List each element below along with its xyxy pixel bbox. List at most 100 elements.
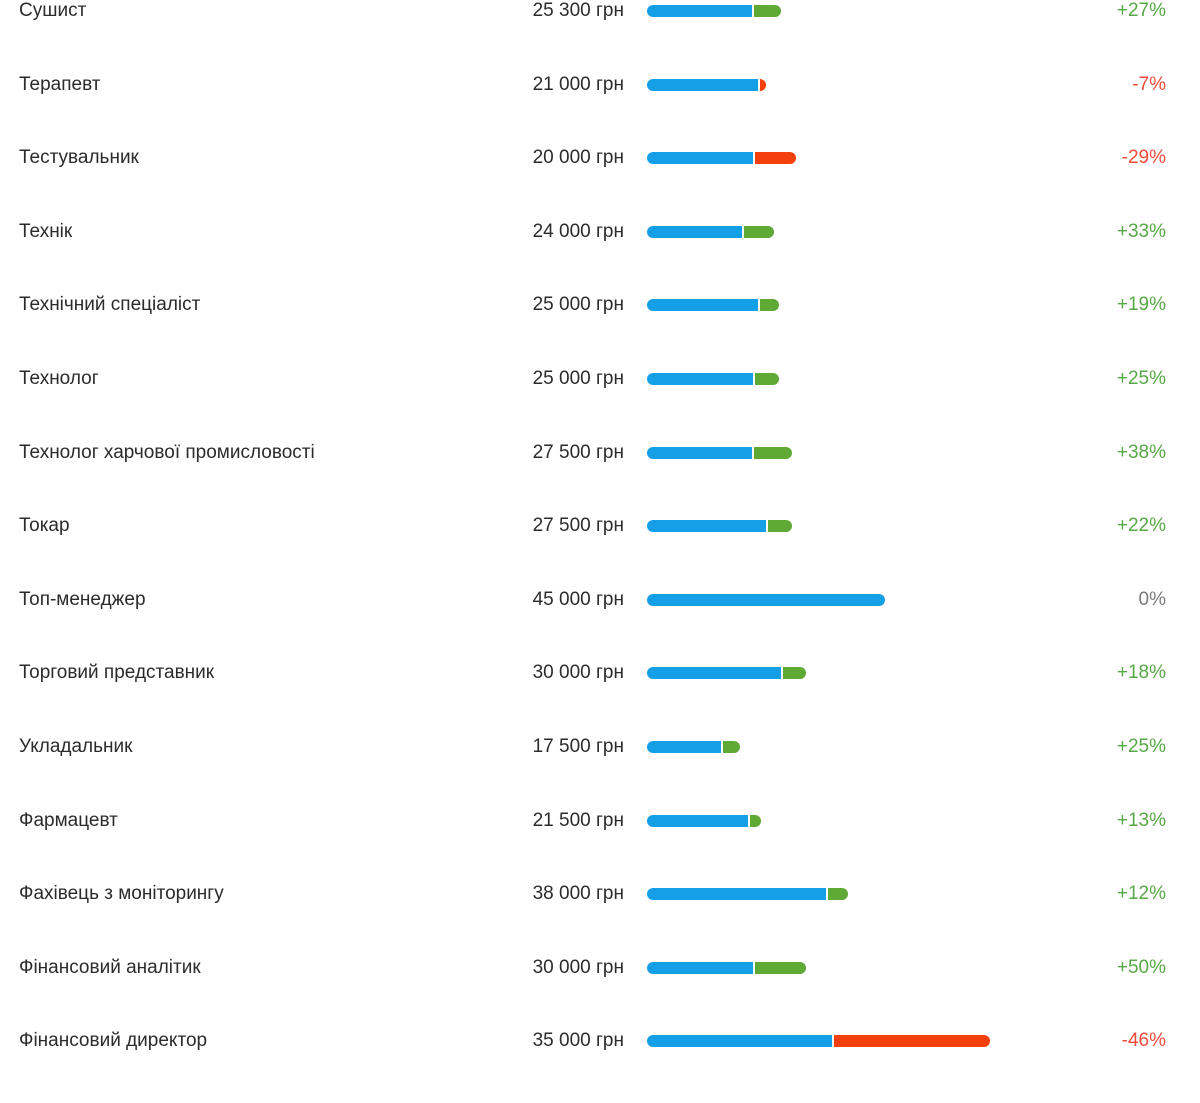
salary-bar-decrease <box>832 1035 990 1048</box>
change-percent: +18% <box>1116 662 1166 684</box>
salary-bar-current <box>647 667 782 680</box>
salary-bar-current <box>647 1035 833 1048</box>
salary-bar-increase <box>781 667 806 680</box>
profession-title[interactable]: Фінансовий аналітик <box>19 956 201 978</box>
salary-value: 25 000 грн <box>532 294 624 316</box>
change-percent: +38% <box>1116 441 1166 463</box>
profession-title[interactable]: Технічний спеціаліст <box>19 294 201 316</box>
salary-bar-current <box>647 152 753 165</box>
profession-title[interactable]: Фахівець з моніторингу <box>19 883 224 905</box>
salary-bar <box>647 373 780 385</box>
salary-bar <box>647 520 793 533</box>
salary-bar-increase <box>758 299 780 312</box>
salary-value: 38 000 грн <box>532 883 624 905</box>
salary-bar-current <box>647 225 743 238</box>
salary-bar-current <box>647 888 827 901</box>
profession-title[interactable]: Торговий представник <box>19 662 215 684</box>
salary-bar <box>647 5 781 17</box>
salary-bar-current <box>647 520 767 533</box>
salary-bar-decrease <box>758 78 767 91</box>
salary-value: 30 000 грн <box>532 662 624 684</box>
salary-value: 45 000 грн <box>532 588 624 610</box>
profession-title[interactable]: Технолог харчової промисловості <box>19 441 315 463</box>
change-percent: -7% <box>1132 73 1166 95</box>
profession-title[interactable]: Технолог <box>19 368 99 389</box>
salary-row: Технолог харчової промисловості 27 500 гр… <box>0 433 1200 473</box>
salary-bar <box>647 299 780 312</box>
salary-row: Фінансовий аналітик 30 000 грн +50% <box>0 948 1200 988</box>
salary-bar-current <box>647 446 753 459</box>
salary-bar <box>647 225 774 238</box>
salary-value: 21 000 грн <box>532 73 624 95</box>
change-percent: +19% <box>1116 294 1166 316</box>
salary-bar-increase <box>721 741 740 753</box>
salary-bar-increase <box>747 814 761 827</box>
salary-bar-increase <box>752 5 781 17</box>
salary-bar-increase <box>752 446 793 459</box>
profession-title[interactable]: Терапевт <box>19 73 101 95</box>
change-percent: +12% <box>1116 883 1166 905</box>
change-percent: -46% <box>1121 1030 1166 1052</box>
salary-bar <box>647 741 740 753</box>
change-percent: +25% <box>1116 368 1166 389</box>
salary-row: Фінансовий директор 35 000 грн -46% <box>0 1021 1200 1061</box>
salary-bar <box>647 961 806 974</box>
change-percent: +25% <box>1116 736 1166 757</box>
salary-bar-increase <box>742 225 774 238</box>
profession-title[interactable]: Топ-менеджер <box>19 588 146 610</box>
salary-bar-increase <box>766 520 793 533</box>
salary-row: Укладальник 17 500 грн +25% <box>0 727 1200 767</box>
profession-title[interactable]: Тестувальник <box>19 147 139 169</box>
salary-bar-current <box>647 373 753 385</box>
salary-bar <box>647 667 806 680</box>
salary-bar <box>647 814 761 827</box>
salary-value: 17 500 грн <box>532 736 624 757</box>
salary-row: Сушист 25 300 грн +27% <box>0 0 1200 31</box>
salary-bar <box>647 593 885 606</box>
salary-bar-current <box>647 961 753 974</box>
profession-title[interactable]: Фармацевт <box>19 809 118 831</box>
salary-value: 21 500 грн <box>532 809 624 831</box>
change-percent: +27% <box>1116 0 1166 21</box>
salary-value: 30 000 грн <box>532 956 624 978</box>
salary-row: Топ-менеджер 45 000 грн 0% <box>0 580 1200 620</box>
salary-bar-increase <box>826 888 848 901</box>
salary-value: 24 000 грн <box>532 220 624 242</box>
salary-bar-current <box>647 593 885 606</box>
salary-bar-decrease <box>752 152 796 165</box>
salary-bar <box>647 78 767 91</box>
salary-bar-current <box>647 741 722 753</box>
profession-title[interactable]: Токар <box>19 515 70 537</box>
salary-bar <box>647 446 793 459</box>
salary-bar-increase <box>752 373 780 385</box>
salary-row: Торговий представник 30 000 грн +18% <box>0 653 1200 693</box>
salary-row: Фармацевт 21 500 грн +13% <box>0 801 1200 841</box>
profession-title[interactable]: Укладальник <box>19 736 133 757</box>
change-percent: +50% <box>1116 956 1166 978</box>
salary-value: 20 000 грн <box>532 147 624 169</box>
salary-bar <box>647 1035 990 1048</box>
salary-row: Токар 27 500 грн +22% <box>0 506 1200 546</box>
salary-value: 35 000 грн <box>532 1030 624 1052</box>
change-percent: 0% <box>1138 588 1166 610</box>
salary-bar-increase <box>752 961 806 974</box>
salary-bar-current <box>647 299 759 312</box>
change-percent: +33% <box>1116 220 1166 242</box>
profession-title[interactable]: Фінансовий директор <box>19 1030 208 1052</box>
salary-row: Технічний спеціаліст 25 000 грн +19% <box>0 285 1200 325</box>
salary-row: Фахівець з моніторингу 38 000 грн +12% <box>0 874 1200 914</box>
salary-bar <box>647 888 848 901</box>
salary-bar-current <box>647 78 759 91</box>
salary-bar-current <box>647 5 753 17</box>
salary-bar-current <box>647 814 748 827</box>
salary-bar <box>647 152 796 165</box>
salary-value: 27 500 грн <box>532 441 624 463</box>
profession-title[interactable]: Технік <box>19 220 73 242</box>
salary-row: Терапевт 21 000 грн -7% <box>0 65 1200 105</box>
salary-value: 25 300 грн <box>532 0 624 21</box>
salary-row: Тестувальник 20 000 грн -29% <box>0 138 1200 178</box>
profession-title[interactable]: Сушист <box>19 0 87 21</box>
salary-row: Технік 24 000 грн +33% <box>0 212 1200 252</box>
salary-value: 25 000 грн <box>532 368 624 389</box>
